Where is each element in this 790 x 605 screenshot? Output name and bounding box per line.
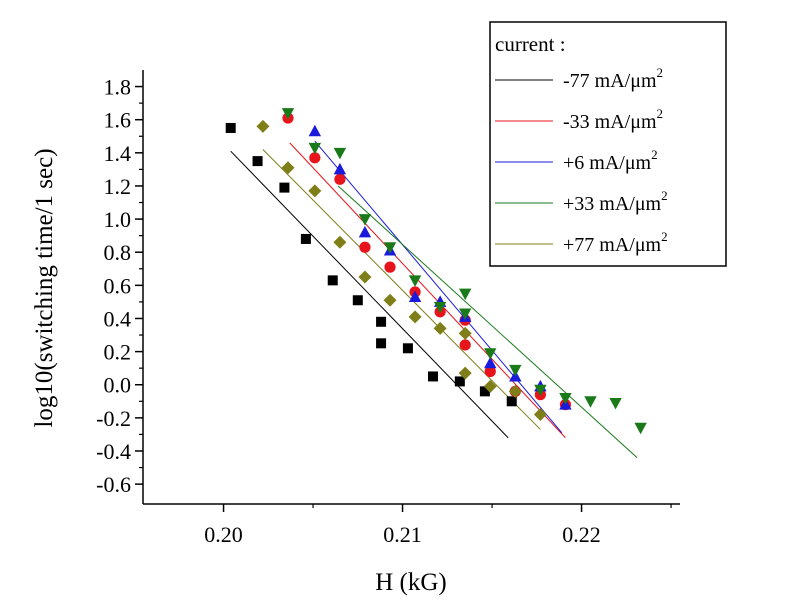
data-point bbox=[459, 288, 472, 301]
data-point bbox=[483, 379, 497, 393]
data-point bbox=[279, 182, 290, 193]
data-point bbox=[300, 233, 311, 244]
x-tick-label: 0.22 bbox=[562, 522, 601, 547]
legend-items: -77 mA/μm2 -33 mA/μm2 +6 mA/μm2 +33 mA/μm2 +… bbox=[495, 65, 668, 256]
data-point bbox=[508, 384, 522, 398]
data-point bbox=[408, 310, 422, 324]
data-point bbox=[609, 397, 622, 410]
data-point bbox=[479, 386, 490, 397]
data-point bbox=[509, 364, 522, 377]
y-tick-label: 0.4 bbox=[104, 306, 132, 331]
y-axis: -0.6 -0.4 -0.2 0.0 0.2 0.4 0.6 0.8 1.0 1.2 1.4 1.6 1… bbox=[96, 75, 143, 497]
data-point bbox=[454, 376, 465, 387]
data-point bbox=[458, 366, 472, 380]
x-tick-label: 0.20 bbox=[204, 522, 243, 547]
y-tick-label: 0.0 bbox=[104, 373, 132, 398]
fit-line bbox=[337, 185, 638, 458]
data-point bbox=[383, 242, 397, 254]
data-point bbox=[634, 422, 647, 435]
data-point bbox=[402, 343, 413, 354]
data-point bbox=[308, 124, 322, 137]
y-axis-title: log10(switching time/1 sec) bbox=[31, 148, 58, 427]
y-tick-label: -0.2 bbox=[96, 406, 131, 431]
data-point bbox=[559, 392, 572, 405]
data-point bbox=[584, 396, 597, 408]
data-point bbox=[459, 339, 471, 351]
legend-title: current : bbox=[495, 32, 566, 56]
legend-label: +77 mA/μm2 bbox=[563, 229, 668, 256]
data-point bbox=[458, 326, 472, 340]
fit-line bbox=[230, 150, 509, 439]
data-point bbox=[308, 142, 322, 155]
y-tick-label: 0.8 bbox=[104, 240, 132, 265]
x-axis: 0.20 0.21 0.22 bbox=[204, 504, 672, 547]
y-tick-label: 1.2 bbox=[104, 174, 132, 199]
data-point bbox=[281, 108, 295, 120]
x-axis-title: H (kG) bbox=[375, 569, 447, 596]
y-tick-label: 1.8 bbox=[104, 75, 132, 100]
data-point bbox=[358, 270, 372, 284]
data-point bbox=[358, 225, 372, 238]
data-point bbox=[533, 408, 547, 422]
data-point bbox=[408, 275, 422, 287]
data-point bbox=[433, 301, 447, 314]
data-point bbox=[359, 241, 371, 253]
data-point bbox=[484, 348, 497, 360]
data-point bbox=[225, 122, 236, 133]
data-point bbox=[308, 184, 322, 198]
legend-label: -77 mA/μm2 bbox=[563, 65, 663, 92]
legend-box bbox=[489, 21, 727, 267]
legend-label: +6 mA/μm2 bbox=[563, 147, 658, 174]
data-point bbox=[333, 147, 347, 160]
y-tick-label: 0.6 bbox=[104, 273, 132, 298]
y-tick-label: 1.0 bbox=[104, 207, 132, 232]
y-tick-label: 1.4 bbox=[104, 141, 132, 166]
data-point bbox=[334, 173, 346, 185]
x-tick-label: 0.21 bbox=[383, 522, 422, 547]
legend-label: -33 mA/μm2 bbox=[563, 106, 663, 133]
y-tick-label: 1.6 bbox=[104, 108, 132, 133]
data-point bbox=[256, 119, 270, 133]
y-tick-label: -0.4 bbox=[96, 439, 131, 464]
data-point bbox=[506, 396, 517, 407]
plot-frame bbox=[142, 70, 680, 505]
data-point bbox=[333, 235, 347, 249]
data-point bbox=[358, 214, 372, 226]
data-point bbox=[427, 371, 438, 382]
data-point bbox=[484, 365, 496, 378]
data-point bbox=[459, 308, 472, 321]
data-point bbox=[309, 152, 321, 164]
data-point bbox=[376, 338, 387, 349]
data-point bbox=[327, 275, 338, 286]
legend-label: +33 mA/μm2 bbox=[563, 188, 668, 215]
data-point bbox=[433, 321, 447, 335]
data-point bbox=[484, 356, 497, 369]
data-markers bbox=[225, 108, 647, 435]
data-point bbox=[252, 156, 263, 167]
data-point bbox=[333, 162, 347, 175]
fit-line bbox=[262, 149, 541, 430]
y-tick-label: -0.6 bbox=[96, 472, 131, 497]
data-point bbox=[408, 290, 422, 302]
data-point bbox=[352, 295, 363, 306]
data-point bbox=[534, 384, 547, 397]
data-point bbox=[384, 261, 396, 273]
fit-line bbox=[314, 140, 563, 434]
data-point bbox=[281, 161, 295, 175]
y-tick-label: 0.2 bbox=[104, 340, 132, 365]
data-point bbox=[383, 293, 397, 307]
data-point bbox=[376, 316, 387, 327]
legend: current : -77 mA/μm2 -33 mA/μm2 +6 mA/μm2 +… bbox=[489, 21, 727, 267]
